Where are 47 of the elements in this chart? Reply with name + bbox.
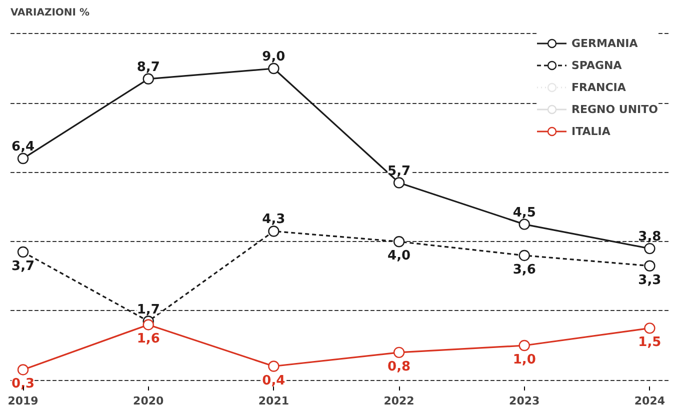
data-label: 4,3	[262, 212, 286, 228]
data-label: 0,8	[388, 359, 411, 374]
data-label: 1,7	[136, 302, 160, 318]
x-tick-label: 2020	[133, 394, 164, 407]
x-tick-label: 2021	[258, 394, 290, 407]
point	[518, 250, 530, 262]
point	[268, 226, 280, 237]
data-label: 9,0	[262, 50, 286, 65]
data-label: 1,0	[512, 352, 536, 368]
point	[268, 62, 280, 74]
legend-label: REGNO UNITO	[572, 102, 658, 116]
legend-label: GERMANIA	[572, 36, 638, 50]
data-label: 0,3	[12, 376, 35, 392]
legend-label: SPAGNA	[572, 58, 622, 72]
data-label: 4,5	[512, 205, 536, 220]
legend-label: FRANCIA	[572, 80, 626, 94]
data-label: 1,5	[638, 335, 662, 350]
data-label: 6,4	[12, 140, 35, 155]
point	[393, 236, 405, 248]
x-tick-label: 2022	[384, 394, 414, 407]
point	[644, 242, 656, 254]
data-label: 3,6	[512, 262, 536, 278]
data-label: 8,7	[136, 60, 160, 75]
point	[142, 73, 154, 84]
point	[393, 177, 405, 188]
point	[644, 260, 656, 272]
x-tick-label: 2019	[8, 394, 38, 407]
x-tick-label: 2023	[509, 394, 540, 407]
chart-title: VARIAZIONI %	[10, 8, 90, 18]
point	[518, 218, 530, 230]
point	[17, 246, 29, 258]
data-label: 3,3	[638, 272, 662, 288]
point	[268, 360, 280, 372]
point	[518, 340, 530, 352]
legend-label: ITALIA	[572, 124, 610, 138]
point	[393, 346, 405, 358]
data-label: 5,7	[388, 164, 411, 179]
point	[17, 152, 29, 164]
point	[644, 322, 656, 334]
point	[142, 319, 154, 330]
data-label: 0,4	[262, 373, 286, 388]
x-tick-label: 2024	[634, 394, 666, 407]
data-label: 1,6	[136, 332, 160, 347]
point	[17, 364, 29, 376]
data-label: 3,7	[12, 259, 35, 274]
data-label: 4,0	[388, 248, 411, 264]
data-label: 3,8	[638, 230, 662, 245]
